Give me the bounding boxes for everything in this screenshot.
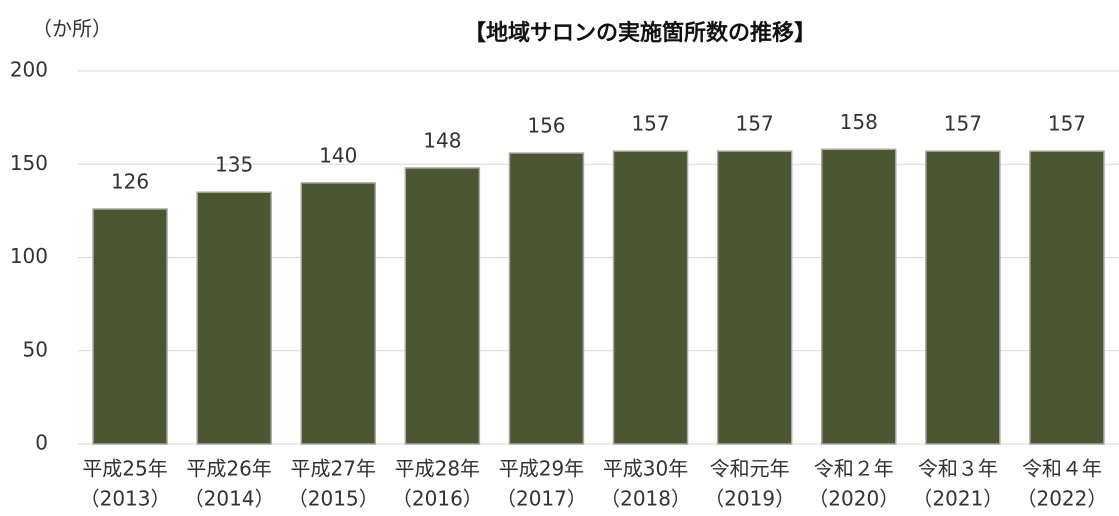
value-label: 158	[840, 110, 878, 134]
x-tick-label: 平成25年	[82, 457, 167, 481]
bar	[508, 152, 585, 445]
y-tick-label: 150	[10, 151, 48, 175]
bar	[716, 150, 793, 445]
value-label: 135	[215, 153, 253, 177]
bar	[92, 208, 168, 445]
bar	[300, 182, 376, 445]
value-label: 156	[527, 114, 565, 138]
x-tick-label: （2021）	[912, 487, 1003, 511]
x-tick-label: 令和元年	[710, 457, 790, 481]
value-label: 148	[423, 128, 461, 152]
x-tick-label: （2017）	[496, 487, 587, 511]
value-label: 157	[944, 112, 982, 136]
x-tick-label: 令和４年	[1022, 457, 1102, 481]
y-axis-unit: （か所）	[32, 17, 112, 41]
x-tick-label: （2022）	[1016, 487, 1107, 511]
x-tick-label: 令和２年	[814, 457, 894, 481]
x-tick-label: 平成29年	[499, 457, 584, 481]
x-tick-label: 平成26年	[186, 457, 271, 481]
x-tick-label: 平成30年	[603, 457, 688, 481]
value-label: 157	[631, 112, 669, 136]
y-tick-label: 200	[10, 58, 48, 82]
x-tick-label: （2015）	[288, 487, 379, 511]
x-tick-label: （2020）	[808, 487, 899, 511]
x-tick-label: （2019）	[704, 487, 795, 511]
x-tick-label: （2014）	[184, 487, 275, 511]
value-label: 157	[736, 112, 774, 136]
value-label: 126	[111, 170, 149, 194]
bar	[1029, 150, 1105, 445]
x-tick-label: 令和３年	[918, 457, 998, 481]
x-tick-label: （2013）	[80, 487, 171, 511]
bar	[925, 150, 1001, 445]
y-tick-label: 0	[35, 431, 48, 455]
y-tick-label: 50	[23, 337, 48, 361]
bar	[612, 150, 689, 445]
bar	[821, 148, 897, 445]
bar	[404, 167, 481, 445]
y-tick-label: 100	[10, 244, 48, 268]
x-tick-label: （2016）	[392, 487, 483, 511]
x-tick-label: （2018）	[600, 487, 691, 511]
value-label: 157	[1048, 112, 1086, 136]
x-tick-label: 平成28年	[395, 457, 480, 481]
x-tick-label: 平成27年	[291, 457, 376, 481]
bar	[196, 191, 272, 445]
value-label: 140	[319, 143, 357, 167]
chart-title: 【地域サロンの実施箇所数の推移】	[464, 20, 816, 46]
